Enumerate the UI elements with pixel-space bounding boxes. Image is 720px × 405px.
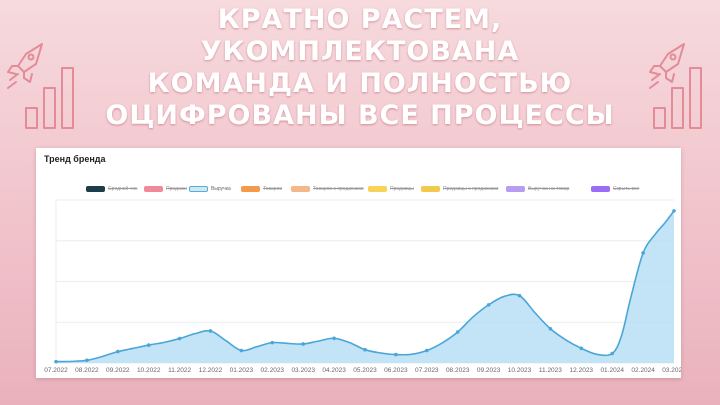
legend-label: Товаров xyxy=(263,186,283,192)
revenue-point xyxy=(548,326,553,331)
x-tick-label: 11.2022 xyxy=(168,367,191,374)
legend-swatch xyxy=(291,186,310,192)
rocket-and-bars-icon xyxy=(7,43,74,129)
legend-label: Средний чек xyxy=(108,186,138,192)
legend-item[interactable]: Выручка xyxy=(189,184,231,194)
revenue-point xyxy=(85,358,89,363)
x-tick-label: 02.2024 xyxy=(631,367,655,374)
x-tick-label: 01.2024 xyxy=(600,367,624,374)
x-tick-label: 12.2022 xyxy=(199,367,223,374)
revenue-point xyxy=(363,347,367,352)
legend-label: Товаров с продажами xyxy=(313,186,364,192)
legend-item[interactable]: Скрыть все xyxy=(591,184,639,194)
x-tick-label: 08.2022 xyxy=(75,367,99,374)
x-tick-label: 10.2023 xyxy=(508,367,532,374)
legend-swatch xyxy=(189,186,208,192)
legend-item[interactable]: Продавцы xyxy=(368,184,414,194)
legend-swatch xyxy=(506,186,525,192)
revenue-point xyxy=(332,336,336,341)
revenue-area xyxy=(56,210,674,363)
x-tick-label: 05.2023 xyxy=(353,367,377,374)
legend-item[interactable]: Продажи xyxy=(144,184,187,194)
x-tick-label: 09.2023 xyxy=(477,367,501,374)
legend-swatch xyxy=(144,186,163,192)
legend-swatch xyxy=(591,186,610,192)
revenue-point xyxy=(486,303,491,307)
legend-label: Продавцы xyxy=(390,186,414,192)
trend-chart: 07.2022 08.2022 09.2022 10.2022 11.2022 12.20… xyxy=(44,199,681,374)
legend-label: Выручка xyxy=(211,186,231,192)
headline-line-3: оцифрованы все процессы xyxy=(105,100,615,131)
revenue-point xyxy=(455,330,460,334)
revenue-point xyxy=(394,352,398,357)
legend-item[interactable]: Продавцы с продажами xyxy=(421,184,498,194)
revenue-point xyxy=(610,351,614,356)
revenue-point xyxy=(239,348,244,353)
x-tick-label: 03.2023 xyxy=(291,367,315,374)
revenue-point xyxy=(208,329,213,333)
x-tick-label: 10.2022 xyxy=(137,367,161,374)
x-tick-label: 09.2022 xyxy=(106,367,130,374)
x-tick-label: 01.2023 xyxy=(230,367,254,374)
revenue-point xyxy=(425,348,429,353)
revenue-point xyxy=(579,346,584,351)
legend-item[interactable]: Средний чек xyxy=(86,184,137,194)
legend-swatch xyxy=(421,186,440,192)
revenue-point xyxy=(54,359,58,364)
headline-line-1: Кратно растем, укомплектована xyxy=(200,4,520,67)
x-tick-label: 07.2023 xyxy=(415,367,439,374)
revenue-point xyxy=(146,343,151,347)
legend-item[interactable]: Выручка на товар xyxy=(506,184,569,194)
legend-item[interactable]: Товаров с продажами xyxy=(291,184,364,194)
legend-label: Скрыть все xyxy=(613,186,640,192)
x-tick-label: 06.2023 xyxy=(384,367,408,374)
x-tick-label: 03.2024 xyxy=(662,367,681,374)
revenue-point xyxy=(177,336,182,341)
legend-item[interactable]: Товаров xyxy=(241,184,282,194)
revenue-point xyxy=(672,209,676,213)
x-tick-label: 12.2023 xyxy=(570,367,594,374)
legend-swatch xyxy=(368,186,387,192)
card-title: Тренд бренда xyxy=(44,154,106,164)
legend-label: Продажи xyxy=(166,186,187,192)
x-tick-label: 08.2023 xyxy=(446,367,470,374)
legend-swatch xyxy=(241,186,260,192)
legend-label: Продавцы с продажами xyxy=(443,186,499,192)
page-headline: Кратно растем, укомплектована команда и … xyxy=(60,4,660,132)
chart-legend: Средний чек Продажи Выручка Товаров Товаров … xyxy=(86,184,681,194)
revenue-point xyxy=(116,349,120,354)
brand-trend-card: 07.2022 08.2022 09.2022 10.2022 11.2022 12.20… xyxy=(36,148,681,378)
legend-label: Выручка на товар xyxy=(528,186,570,192)
revenue-point xyxy=(641,251,645,255)
x-tick-label: 07.2022 xyxy=(44,367,68,374)
revenue-point xyxy=(270,340,275,345)
x-tick-label: 04.2023 xyxy=(322,367,346,374)
x-tick-label: 02.2023 xyxy=(261,367,285,374)
x-tick-label: 11.2023 xyxy=(539,367,562,374)
rocket-and-bars-icon xyxy=(649,43,702,129)
headline-line-2: команда и полностью xyxy=(147,68,573,99)
revenue-point xyxy=(517,293,522,298)
revenue-point xyxy=(301,342,306,346)
legend-swatch xyxy=(86,186,105,192)
revenue-line xyxy=(55,210,675,363)
